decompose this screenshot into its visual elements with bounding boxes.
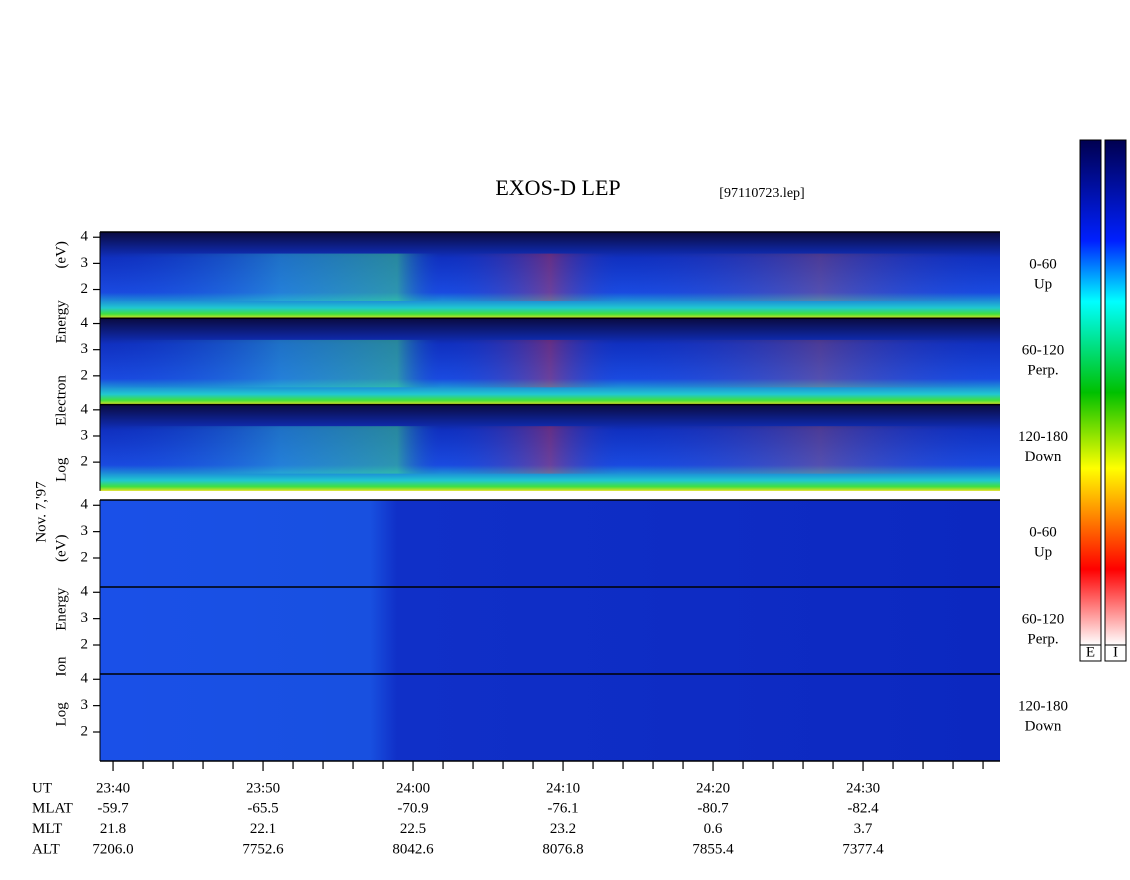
y-tick-label: 3 — [81, 427, 89, 443]
orbit-value: -65.5 — [247, 801, 278, 817]
orbit-value: -82.4 — [847, 801, 879, 817]
colorbars: E I — [1079, 139, 1127, 662]
x-tick-label: 23:40 — [96, 780, 130, 796]
y-tick-label: 4 — [81, 671, 89, 687]
direction-label: Down — [1025, 449, 1062, 465]
orbit-value: 8076.8 — [542, 841, 583, 857]
orbit-value: -59.7 — [97, 801, 129, 817]
pitch-label: 120-180 — [1018, 429, 1068, 445]
orbit-value: -80.7 — [697, 801, 729, 817]
y-tick-label: 2 — [81, 549, 89, 565]
y-tick-label: 3 — [81, 255, 89, 271]
x-tick-label: 23:50 — [246, 780, 280, 796]
orbit-value: 8042.6 — [392, 841, 434, 857]
orbit-value: 7855.4 — [692, 841, 734, 857]
chart-title: EXOS-D LEP — [495, 175, 620, 200]
orbit-value: 7752.6 — [242, 841, 284, 857]
x-tick-label: 24:30 — [846, 780, 880, 796]
orbit-row-label: ALT — [32, 841, 60, 857]
orbit-value: 23.2 — [550, 821, 576, 837]
y-tick-label: 4 — [81, 497, 89, 513]
orbit-value: 22.1 — [250, 821, 276, 837]
y-tick-label: 3 — [81, 341, 89, 357]
pitch-label: 60-120 — [1022, 611, 1065, 627]
y-tick-label: 2 — [81, 723, 89, 739]
orbit-value: 7206.0 — [92, 841, 133, 857]
spectrogram-panel — [100, 587, 1000, 674]
orbit-value: -70.9 — [397, 801, 428, 817]
orbit-value: 0.6 — [704, 821, 723, 837]
colorbar-box — [1104, 644, 1127, 662]
direction-label: Up — [1034, 276, 1052, 292]
x-tick-label: 24:00 — [396, 780, 430, 796]
colorbar-label: E — [1086, 644, 1095, 660]
orbit-row-label: UT — [32, 780, 52, 796]
spectrogram-overlay — [100, 426, 1000, 474]
y-tick-label: 4 — [81, 401, 89, 417]
y-tick-label: 3 — [81, 523, 89, 539]
spectrogram-panel — [100, 674, 1000, 761]
orbit-value: 7377.4 — [842, 841, 884, 857]
direction-label: Up — [1034, 544, 1052, 560]
y-tick-label: 2 — [81, 454, 89, 470]
spectrogram-panel — [100, 500, 1000, 587]
y-axis-label: Log Ion Energy (eV) — [53, 535, 69, 727]
pitch-label: 60-120 — [1022, 343, 1065, 359]
x-tick-label: 24:10 — [546, 780, 580, 796]
date-label: Nov. 7,'97 — [33, 481, 49, 543]
colorbar-label: I — [1113, 644, 1118, 660]
y-tick-label: 4 — [81, 229, 89, 245]
y-tick-label: 2 — [81, 636, 89, 652]
spectrogram-overlay — [100, 253, 1000, 302]
colorbar-box — [1079, 644, 1102, 662]
y-tick-label: 2 — [81, 367, 89, 383]
pitch-label: 0-60 — [1029, 256, 1057, 272]
y-tick-label: 4 — [81, 315, 89, 331]
y-tick-label: 3 — [81, 610, 89, 626]
direction-label: Perp. — [1027, 631, 1058, 647]
orbit-value: 21.8 — [100, 821, 126, 837]
file-label: [97110723.lep] — [719, 186, 804, 201]
orbit-row-label: MLAT — [32, 801, 73, 817]
y-tick-label: 2 — [81, 281, 89, 297]
direction-label: Down — [1025, 718, 1062, 734]
orbit-value: -76.1 — [547, 801, 578, 817]
colorbar — [1079, 139, 1102, 646]
direction-label: Perp. — [1027, 363, 1058, 379]
pitch-label: 0-60 — [1029, 524, 1057, 540]
y-tick-label: 4 — [81, 584, 89, 600]
x-tick-label: 24:20 — [696, 780, 730, 796]
y-axis-label: Log Electron Energy (eV) — [53, 241, 69, 482]
orbit-value: 3.7 — [854, 821, 873, 837]
pitch-label: 120-180 — [1018, 698, 1068, 714]
orbit-row-label: MLT — [32, 821, 62, 837]
y-tick-label: 3 — [81, 697, 89, 713]
spectrogram-overlay — [100, 339, 1000, 388]
colorbar — [1104, 139, 1127, 646]
orbit-value: 22.5 — [400, 821, 426, 837]
